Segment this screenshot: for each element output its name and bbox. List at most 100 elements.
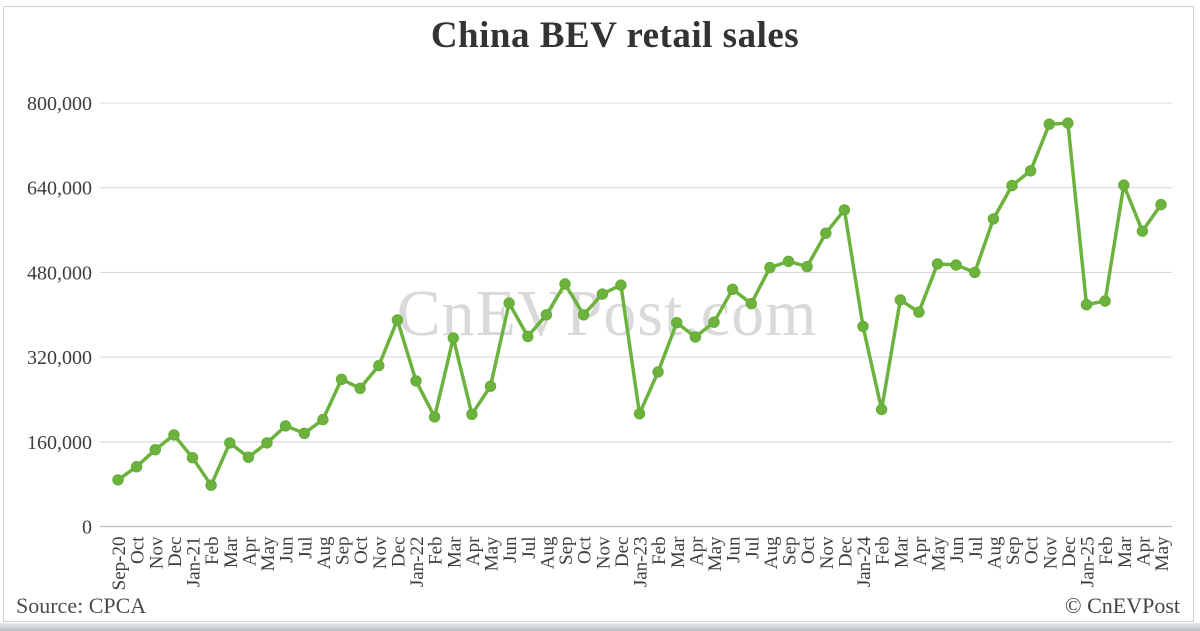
x-tick-label: Jan-21: [184, 537, 205, 588]
data-point: [279, 420, 292, 432]
x-tick-label: Mar: [668, 536, 689, 568]
data-point: [652, 366, 664, 378]
x-tick-label: Feb: [1096, 537, 1117, 566]
x-tick-label: May: [482, 536, 503, 571]
x-tick-label: Jul: [519, 537, 540, 559]
x-tick-label: Dec: [612, 537, 633, 568]
x-tick-label: Oct: [351, 536, 372, 564]
x-tick-label: Aug: [984, 536, 1005, 569]
data-point: [1099, 295, 1111, 307]
y-tick-label: 800,000: [27, 93, 92, 115]
data-point: [130, 461, 143, 473]
x-tick-label: Feb: [649, 537, 670, 566]
chart-title: China BEV retail sales: [430, 15, 800, 56]
x-tick-label: Apr: [686, 536, 707, 566]
x-tick-label: Nov: [817, 536, 838, 569]
data-point: [708, 316, 720, 328]
y-tick-label: 640,000: [27, 178, 92, 200]
data-point: [149, 444, 162, 456]
data-point: [242, 451, 255, 463]
x-tick-label: Mar: [221, 536, 242, 568]
x-tick-label: Oct: [575, 536, 596, 564]
x-tick-label: Oct: [1022, 536, 1043, 564]
x-tick-label: Sep-20: [109, 537, 130, 591]
x-tick-label: Feb: [873, 537, 894, 566]
data-point: [913, 306, 925, 318]
data-point: [633, 408, 646, 420]
data-point: [354, 382, 366, 394]
data-point: [298, 427, 310, 439]
x-tick-label: Feb: [202, 537, 223, 566]
x-tick-label: Aug: [314, 536, 335, 569]
data-point: [894, 294, 906, 306]
data-point: [335, 373, 348, 385]
y-tick-label: 0: [82, 517, 92, 539]
data-point: [931, 258, 944, 270]
data-point: [205, 479, 217, 491]
data-point: [391, 314, 404, 326]
x-tick-label: Jun: [947, 536, 968, 563]
y-tick-label: 160,000: [27, 432, 92, 454]
x-tick-label: Mar: [444, 536, 465, 568]
x-tick-label: Nov: [1040, 536, 1061, 569]
x-tick-label: May: [705, 536, 726, 571]
x-tick-label: May: [929, 536, 950, 571]
data-point: [261, 437, 273, 449]
data-point: [317, 413, 329, 426]
x-tick-label: Aug: [761, 536, 782, 569]
x-tick-label: Sep: [1003, 537, 1024, 566]
data-point: [373, 359, 385, 372]
x-tick-label: Apr: [910, 536, 931, 566]
data-point: [1155, 198, 1167, 211]
data-point: [1062, 117, 1074, 129]
x-tick-label: Nov: [593, 536, 614, 569]
x-tick-label: Jan-23: [631, 537, 652, 588]
data-point: [186, 452, 199, 464]
x-tick-label: Oct: [798, 536, 819, 564]
x-tick-label: Jun: [277, 536, 298, 563]
x-tick-label: Nov: [146, 536, 167, 569]
data-point: [689, 331, 702, 343]
y-tick-label: 480,000: [27, 262, 92, 284]
data-point: [950, 259, 962, 271]
data-point: [1136, 225, 1149, 237]
x-tick-label: Jun: [724, 536, 745, 563]
x-tick-label: Jul: [966, 537, 987, 559]
data-point: [726, 283, 739, 295]
data-point: [1006, 179, 1018, 192]
x-tick-label: Dec: [1059, 537, 1080, 568]
data-point: [671, 317, 683, 329]
x-tick-label: Aug: [537, 536, 558, 569]
data-point: [596, 288, 608, 300]
x-tick-label: Apr: [463, 536, 484, 566]
x-tick-label: Dec: [388, 537, 409, 568]
x-tick-label: May: [1152, 536, 1173, 571]
x-tick-label: Jul: [295, 537, 316, 559]
data-point: [838, 204, 851, 216]
source-label: Source: CPCA: [16, 593, 147, 618]
data-point: [1043, 118, 1056, 130]
data-point: [224, 437, 236, 449]
data-point: [559, 278, 571, 290]
x-tick-label: Apr: [1133, 536, 1154, 566]
x-tick-label: Sep: [780, 537, 801, 566]
data-point: [428, 411, 441, 423]
data-point: [1080, 299, 1093, 311]
data-point: [987, 213, 1000, 225]
x-tick-label: Jan-25: [1078, 537, 1099, 588]
x-tick-label: Apr: [239, 536, 260, 566]
data-point: [820, 227, 832, 239]
data-point: [801, 260, 813, 273]
x-tick-label: Feb: [426, 537, 447, 566]
data-point: [857, 320, 869, 333]
data-point: [782, 255, 795, 267]
x-tick-label: Mar: [891, 536, 912, 568]
data-point: [168, 429, 180, 441]
data-point: [577, 309, 590, 321]
data-point: [540, 309, 553, 321]
copyright-label: © CnEVPost: [1064, 593, 1180, 618]
x-tick-label: Sep: [556, 537, 577, 566]
x-tick-label: Jan-24: [854, 536, 875, 587]
